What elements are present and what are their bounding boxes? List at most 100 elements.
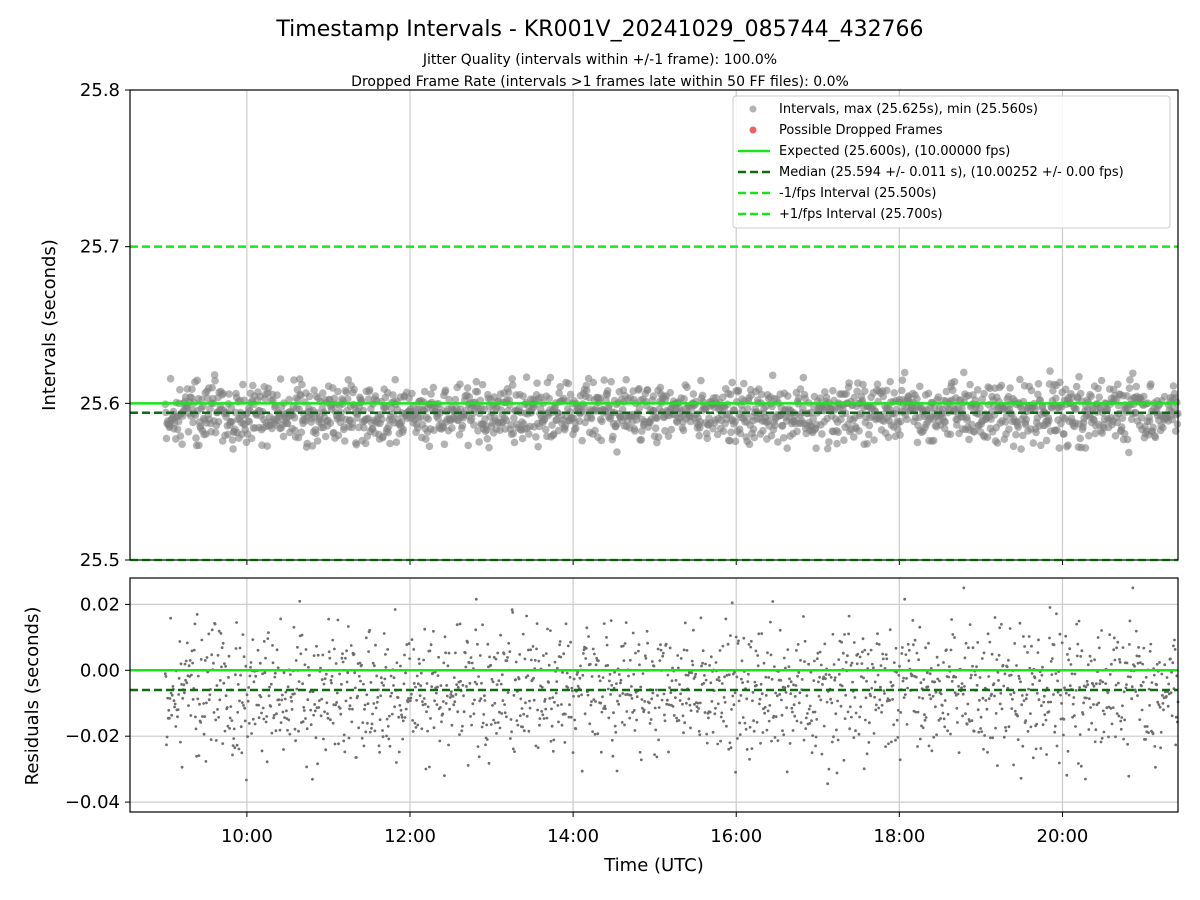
residual-point [996, 764, 999, 767]
residual-point [780, 713, 784, 717]
residual-point [1005, 665, 1009, 669]
interval-point [654, 433, 663, 441]
residual-point [367, 650, 370, 653]
residual-point [754, 649, 758, 653]
residual-point [183, 691, 186, 695]
residual-point [581, 673, 585, 677]
residual-point [692, 628, 695, 632]
interval-point [1126, 376, 1134, 384]
residual-point [384, 665, 388, 669]
residual-point [437, 655, 440, 659]
residual-point [829, 697, 832, 701]
residual-point [608, 679, 611, 683]
residual-point [330, 681, 333, 685]
residual-point [970, 719, 974, 723]
interval-point [1131, 409, 1140, 418]
residual-point [740, 659, 744, 663]
residual-point [1105, 706, 1109, 710]
residual-point [477, 675, 480, 678]
residual-point [428, 765, 431, 769]
residual-point [1052, 643, 1056, 647]
residual-point [346, 671, 350, 675]
interval-point [622, 375, 630, 384]
interval-point [1085, 431, 1093, 440]
residual-point [751, 691, 755, 694]
residual-point [378, 750, 381, 754]
residual-point [649, 718, 653, 721]
residual-point [833, 678, 837, 682]
residual-point [364, 730, 368, 734]
residual-point [454, 693, 458, 696]
residual-point [667, 703, 671, 707]
interval-point [863, 440, 871, 448]
residual-point [443, 635, 447, 639]
residual-point [555, 680, 559, 683]
residual-point [413, 721, 417, 725]
residual-point [862, 676, 865, 680]
residual-point [978, 676, 982, 679]
residual-point [212, 711, 216, 714]
residual-point [955, 706, 959, 710]
residual-point [953, 691, 957, 695]
residual-point [1079, 655, 1083, 658]
residual-point [235, 621, 239, 624]
residual-point [467, 661, 471, 665]
residual-point [512, 694, 516, 697]
residual-point [249, 666, 252, 669]
residual-point [804, 716, 808, 720]
interval-point [695, 431, 703, 440]
residual-point [369, 681, 373, 684]
residual-point [390, 712, 394, 716]
residual-point [855, 662, 859, 666]
residual-point [686, 673, 690, 677]
residual-point [529, 648, 533, 652]
residual-point [429, 643, 433, 647]
residual-point [336, 618, 340, 622]
residual-point [802, 738, 806, 742]
residual-point [697, 707, 700, 710]
residual-point [1063, 688, 1067, 692]
residual-point [584, 657, 588, 660]
residual-point [522, 712, 526, 716]
residual-point [634, 651, 637, 655]
interval-point [173, 425, 182, 434]
residual-point [770, 739, 773, 743]
interval-point [206, 405, 214, 413]
residual-point [165, 735, 169, 739]
residual-point [273, 675, 277, 679]
residual-point [456, 686, 460, 689]
residual-point [1122, 690, 1126, 694]
interval-point [162, 408, 170, 417]
interval-point [661, 427, 669, 435]
residual-point [176, 708, 180, 711]
residual-point [965, 722, 969, 726]
interval-point [1076, 389, 1085, 398]
residual-point [608, 673, 612, 676]
residual-point [466, 764, 470, 767]
residual-point [786, 648, 790, 651]
residual-point [1160, 672, 1164, 676]
residual-point [879, 685, 882, 689]
residual-point [782, 656, 786, 660]
residual-point [508, 650, 512, 653]
residual-point [1151, 732, 1155, 736]
interval-point [1170, 404, 1178, 413]
residual-point [728, 741, 732, 745]
residual-point [664, 642, 668, 646]
residual-point [818, 675, 821, 679]
residual-point [528, 706, 532, 710]
residual-point [641, 672, 645, 675]
residual-point [246, 699, 250, 703]
residual-point [1007, 725, 1011, 729]
residual-point [515, 719, 519, 722]
residual-point [423, 627, 427, 631]
residual-point [1120, 716, 1124, 719]
residual-point [221, 641, 225, 645]
residual-point [876, 673, 880, 677]
residual-point [219, 632, 223, 635]
interval-point [1081, 444, 1090, 452]
residual-point [1075, 622, 1079, 626]
interval-point [883, 386, 891, 395]
interval-point [228, 418, 236, 426]
residual-point [371, 661, 375, 665]
